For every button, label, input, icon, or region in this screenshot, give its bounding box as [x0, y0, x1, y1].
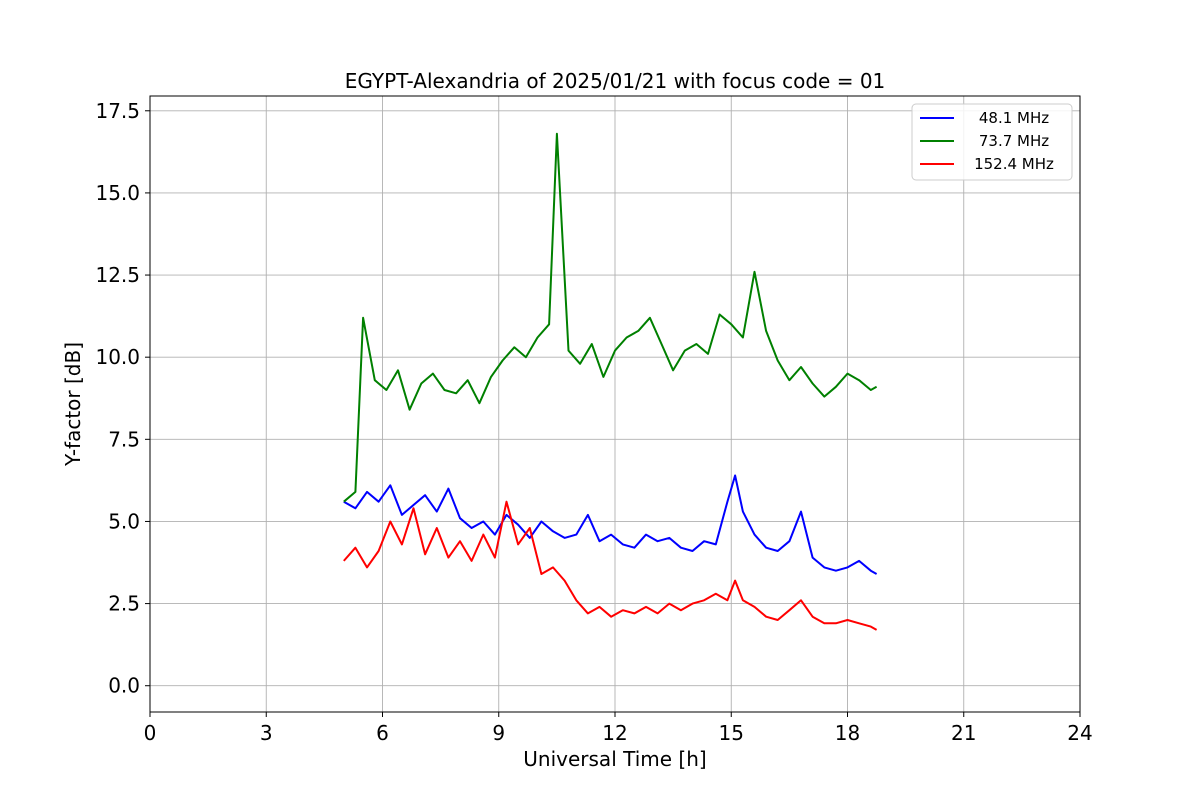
- y-tick-label: 7.5: [108, 427, 140, 451]
- x-tick-label: 18: [835, 721, 860, 745]
- x-axis-title: Universal Time [h]: [523, 747, 706, 771]
- legend: 48.1 MHz 73.7 MHz 152.4 MHz: [911, 103, 1073, 181]
- y-tick-label: 12.5: [95, 263, 140, 287]
- x-tick-label: 12: [602, 721, 627, 745]
- y-axis-title: Y-factor [dB]: [61, 342, 85, 467]
- y-tick-label: 17.5: [95, 99, 140, 123]
- legend-label-152mhz: 152.4 MHz: [974, 155, 1054, 173]
- y-tick-label: 10.0: [95, 345, 140, 369]
- y-tick-label: 2.5: [108, 592, 140, 616]
- x-tick-label: 6: [376, 721, 389, 745]
- x-tick-label: 24: [1067, 721, 1092, 745]
- y-tick-label: 5.0: [108, 509, 140, 533]
- x-tick-label: 9: [492, 721, 505, 745]
- legend-box: [911, 103, 1073, 181]
- y-tick-label: 15.0: [95, 181, 140, 205]
- chart-title: EGYPT-Alexandria of 2025/01/21 with focu…: [345, 69, 886, 93]
- x-tick-label: 15: [719, 721, 744, 745]
- legend-label-48mhz: 48.1 MHz: [979, 109, 1049, 127]
- series-73mhz-line: [343, 132, 878, 503]
- series-152mhz-line: [343, 500, 878, 631]
- axis-ticks: 0 3 6 9 12 15 18 21 24 0.0 2.5 5.0 7.5 10.0 12.5 15.0 17…: [95, 99, 1092, 745]
- series-group: [343, 132, 878, 631]
- x-tick-label: 3: [260, 721, 273, 745]
- legend-label-73mhz: 73.7 MHz: [979, 132, 1049, 150]
- y-tick-label: 0.0: [108, 674, 140, 698]
- x-tick-label: 0: [144, 721, 157, 745]
- x-tick-label: 21: [951, 721, 976, 745]
- series-48mhz-line: [343, 474, 878, 575]
